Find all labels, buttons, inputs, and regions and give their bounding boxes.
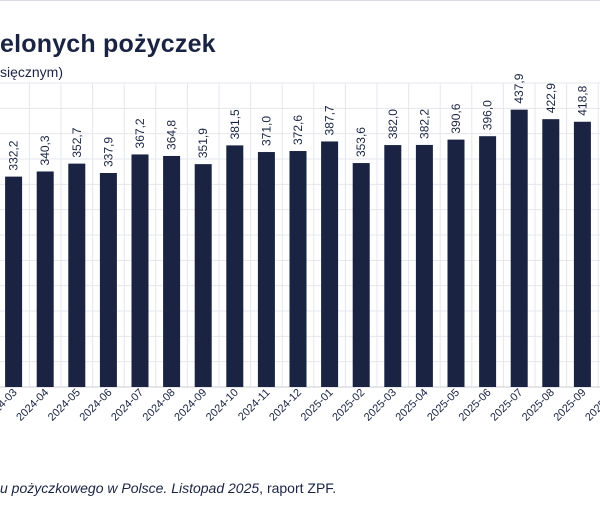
bar-value-label: 353,6 (354, 127, 368, 157)
bar-value-label: 390,6 (449, 103, 463, 133)
bar (194, 164, 212, 387)
bar (415, 144, 433, 387)
source-publisher: , raport ZPF. (259, 480, 337, 496)
x-tick-label: 2024-07 (109, 387, 146, 424)
source-note: u pożyczkowego w Polsce. Listopad 2025, … (0, 480, 336, 496)
bar-value-label: 340,3 (38, 135, 52, 165)
bar-value-label: 364,8 (165, 120, 179, 150)
x-tick-label: 2025-07 (488, 387, 525, 424)
bar-value-label: 396,0 (481, 100, 495, 130)
bar (447, 139, 465, 387)
bar-value-label: 332,2 (7, 140, 21, 170)
x-tick-label: 2025-04 (393, 387, 430, 424)
x-tick-label: 2024-12 (267, 387, 304, 424)
x-tick-label: 2025-03 (362, 387, 399, 424)
bar-value-label: 372,6 (291, 115, 305, 145)
bar-value-label: 382,0 (386, 109, 400, 139)
source-report-title: u pożyczkowego w Polsce. Listopad 2025 (0, 480, 260, 496)
bar-value-label: 381,5 (228, 109, 242, 139)
bar (384, 145, 402, 387)
bar-value-label: 422,9 (544, 83, 558, 113)
x-tick-label: 2025-08 (520, 387, 557, 424)
bar-value-label: 337,9 (101, 137, 115, 167)
bar (5, 176, 23, 387)
bar (99, 172, 117, 387)
bar-value-label: 437,9 (512, 73, 526, 103)
x-tick-label: 2025-05 (425, 387, 462, 424)
chart-title: elonych pożyczek (0, 30, 216, 58)
bar-value-label: 418,8 (575, 85, 589, 115)
x-tick-label: 2024-10 (204, 387, 241, 424)
x-tick-label: 2024-08 (141, 387, 178, 424)
bar (68, 163, 86, 387)
bar (163, 155, 181, 387)
bar-value-label: 382,2 (417, 109, 431, 139)
bar-value-label: 352,7 (70, 127, 84, 157)
bar (352, 163, 370, 387)
bar (510, 109, 528, 387)
bar (257, 152, 275, 387)
x-tick-label: 2025-01 (299, 387, 336, 424)
bar (321, 141, 339, 387)
bar-value-label: 351,9 (196, 128, 210, 158)
x-tick-label: 2025-09 (551, 387, 588, 424)
bar (131, 154, 149, 387)
bar (289, 151, 307, 387)
bar-value-label: 367,2 (133, 118, 147, 148)
bar (479, 136, 497, 387)
x-tick-label: 2024-09 (172, 387, 209, 424)
x-tick-label: 2025-10 (583, 387, 600, 424)
bar-value-label: 371,0 (259, 116, 273, 146)
bar (573, 121, 591, 387)
bar (542, 119, 560, 387)
x-tick-label: 2025-06 (457, 387, 494, 424)
x-tick-label: 2025-02 (330, 387, 367, 424)
x-tick-label: 2024-06 (77, 387, 114, 424)
bar (226, 145, 244, 387)
x-tick-label: 2024-11 (236, 387, 272, 423)
x-tick-label: 2024-04 (14, 387, 51, 424)
chart-subtitle: sięcznym) (0, 64, 64, 80)
bar-value-label: 387,7 (323, 105, 337, 135)
bar (36, 171, 54, 387)
x-tick-label: 2024-05 (46, 387, 83, 424)
top-divider (0, 0, 600, 1)
bar-chart: 313,92024-02332,22024-03340,32024-04352,… (0, 73, 600, 424)
